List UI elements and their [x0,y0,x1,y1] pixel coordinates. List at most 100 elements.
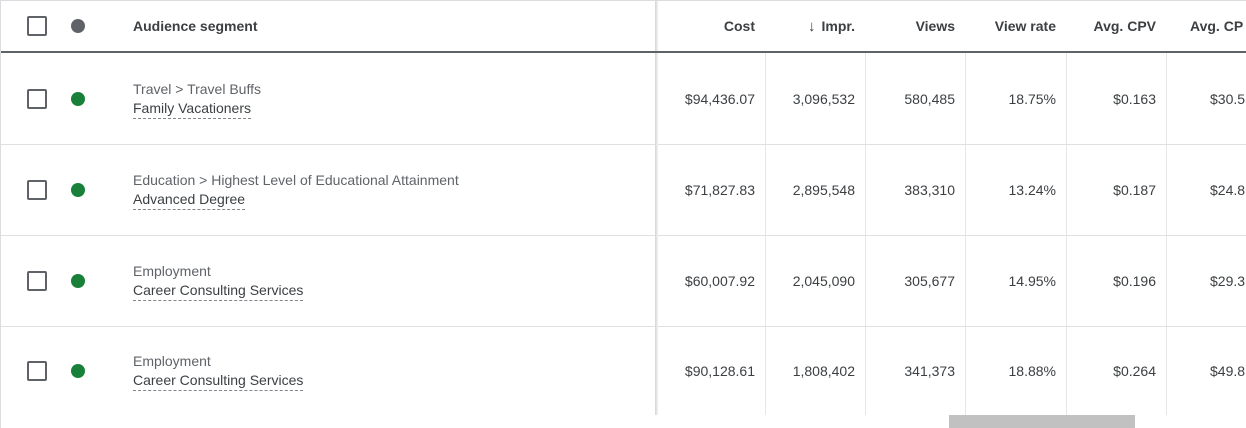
row-select-cell [27,236,49,326]
impr-header-cell[interactable]: ↓ Impr. [765,1,865,51]
avg-cpm-cell: $29.3 [1166,236,1246,326]
view-rate-value: 13.24% [1008,182,1056,198]
avg-cpm-value: $24.8 [1210,182,1246,198]
impr-value: 2,895,548 [792,182,855,198]
row-status-cell [71,145,91,235]
segment-name-link[interactable]: Career Consulting Services [133,281,304,301]
avg-cpm-value: $30.5 [1210,91,1246,107]
row-checkbox[interactable] [27,361,47,381]
cost-cell: $90,128.61 [658,327,765,415]
segment-parent-path: Employment [133,352,211,369]
avg-cpv-value: $0.163 [1113,91,1156,107]
cost-value: $71,827.83 [684,182,755,198]
views-value: 383,310 [904,182,955,198]
status-enabled-dot-icon [71,183,85,197]
view-rate-header-label: View rate [994,18,1056,34]
status-enabled-dot-icon [71,364,85,378]
avg-cpm-value: $29.3 [1210,273,1246,289]
view-rate-cell: 18.75% [965,54,1066,144]
views-cell: 341,373 [865,327,965,415]
segment-cell: Education > Highest Level of Educational… [133,145,653,235]
segment-parent-path: Travel > Travel Buffs [133,80,261,97]
segment-cell: Employment Career Consulting Services [133,236,653,326]
cost-header-label: Cost [723,18,755,34]
views-value: 341,373 [904,363,955,379]
column-divider [865,1,866,415]
avg-cpv-cell: $0.187 [1066,145,1166,235]
column-divider [1066,1,1067,415]
view-rate-cell: 13.24% [965,145,1066,235]
segment-parent-path: Education > Highest Level of Educational… [133,171,459,188]
avg-cpv-header-cell[interactable]: Avg. CPV [1066,1,1166,51]
row-checkbox[interactable] [27,271,47,291]
views-header-cell[interactable]: Views [865,1,965,51]
status-enabled-dot-icon [71,92,85,106]
avg-cpv-value: $0.264 [1113,363,1156,379]
horizontal-scrollbar[interactable] [1,415,1246,428]
arrow-down-icon: ↓ [808,17,816,35]
row-status-cell [71,236,91,326]
cost-cell: $60,007.92 [658,236,765,326]
row-checkbox[interactable] [27,180,47,200]
segment-name-link[interactable]: Family Vacationers [133,99,252,119]
impr-cell: 2,045,090 [765,236,865,326]
segment-parent-path: Employment [133,262,211,279]
view-rate-value: 18.88% [1008,363,1056,379]
avg-cpm-header-label: Avg. CP [1190,18,1244,34]
table-header-row: Audience segment Cost ↓ Impr. Views View… [1,1,1246,53]
avg-cpm-value: $49.8 [1210,363,1246,379]
column-divider [1166,1,1167,415]
row-status-cell [71,327,91,415]
cost-value: $90,128.61 [684,363,755,379]
avg-cpm-cell: $30.5 [1166,54,1246,144]
impr-cell: 2,895,548 [765,145,865,235]
table-row[interactable]: Employment Career Consulting Services $60,… [1,236,1246,327]
column-divider [765,1,766,415]
column-divider [965,1,966,415]
status-enabled-dot-icon [71,274,85,288]
row-select-cell [27,145,49,235]
status-header-dot-icon [71,19,85,33]
views-value: 305,677 [904,273,955,289]
view-rate-cell: 18.88% [965,327,1066,415]
impr-cell: 3,096,532 [765,54,865,144]
segment-name-link[interactable]: Career Consulting Services [133,371,304,391]
views-header-label: Views [915,18,955,34]
impr-header-label: Impr. [821,18,855,34]
views-cell: 383,310 [865,145,965,235]
row-select-cell [27,54,49,144]
select-all-checkbox[interactable] [27,16,47,36]
cost-header-cell[interactable]: Cost [658,1,765,51]
avg-cpv-value: $0.187 [1113,182,1156,198]
segment-name-link[interactable]: Advanced Degree [133,190,246,210]
avg-cpm-cell: $24.8 [1166,145,1246,235]
views-value: 580,485 [904,91,955,107]
horizontal-scrollbar-thumb[interactable] [949,415,1135,428]
view-rate-header-cell[interactable]: View rate [965,1,1066,51]
table-row[interactable]: Travel > Travel Buffs Family Vacationers $… [1,54,1246,145]
impr-value: 1,808,402 [792,363,855,379]
impr-value: 3,096,532 [792,91,855,107]
cost-value: $94,436.07 [684,91,755,107]
cost-value: $60,007.92 [684,273,755,289]
table-row[interactable]: Education > Highest Level of Educational… [1,145,1246,236]
row-checkbox[interactable] [27,89,47,109]
table-row[interactable]: Employment Career Consulting Services $90,… [1,327,1246,415]
segment-header-cell[interactable]: Audience segment [133,1,653,51]
avg-cpm-cell: $49.8 [1166,327,1246,415]
row-status-cell [71,54,91,144]
select-all-cell [27,1,49,51]
avg-cpv-cell: $0.264 [1066,327,1166,415]
status-header-cell [71,1,91,51]
row-select-cell [27,327,49,415]
avg-cpv-value: $0.196 [1113,273,1156,289]
views-cell: 580,485 [865,54,965,144]
views-cell: 305,677 [865,236,965,326]
view-rate-cell: 14.95% [965,236,1066,326]
view-rate-value: 14.95% [1008,273,1056,289]
cost-cell: $94,436.07 [658,54,765,144]
impr-value: 2,045,090 [792,273,855,289]
impr-cell: 1,808,402 [765,327,865,415]
frozen-column-divider [655,53,658,415]
avg-cpm-header-cell[interactable]: Avg. CP [1166,1,1246,51]
